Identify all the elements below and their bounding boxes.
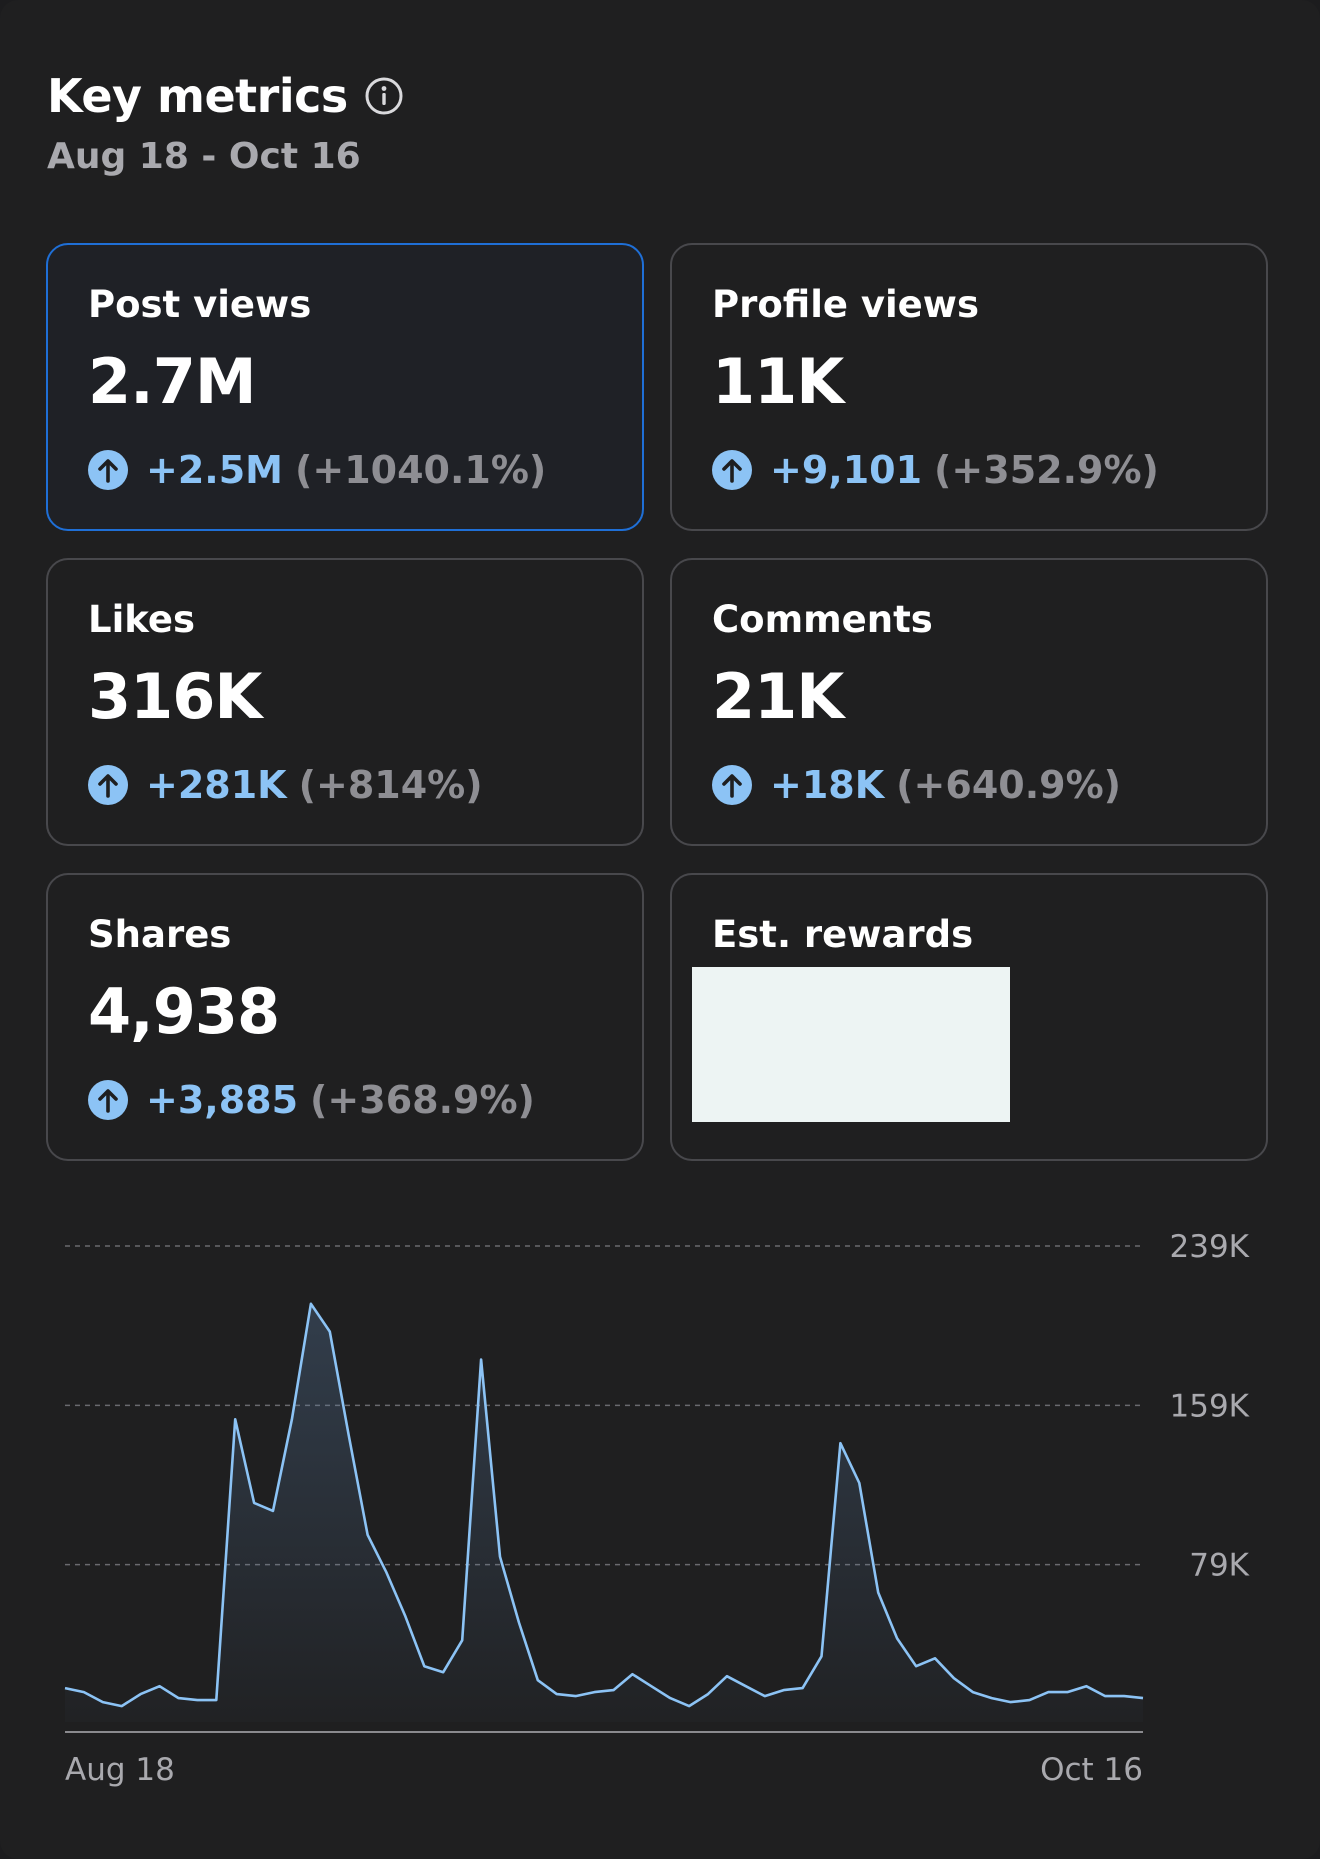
y-tick-label: 159K bbox=[1170, 1388, 1250, 1424]
y-tick-label: 239K bbox=[1170, 1229, 1250, 1265]
metric-value: 11K bbox=[712, 345, 844, 418]
metric-card-likes[interactable]: Likes 316K +281K (+814%) bbox=[46, 558, 644, 846]
metric-card-shares[interactable]: Shares 4,938 +3,885 (+368.9%) bbox=[46, 873, 644, 1161]
metric-change: +18K (+640.9%) bbox=[712, 763, 1121, 807]
change-percent: (+1040.1%) bbox=[294, 448, 547, 492]
chart-area-fill bbox=[65, 1303, 1143, 1722]
metric-card-comments[interactable]: Comments 21K +18K (+640.9%) bbox=[670, 558, 1268, 846]
arrow-up-circle-icon bbox=[712, 450, 752, 490]
change-percent: (+352.9%) bbox=[934, 448, 1159, 492]
metric-card-post-views[interactable]: Post views 2.7M +2.5M (+1040.1%) bbox=[46, 243, 644, 531]
metric-label: Likes bbox=[88, 598, 195, 641]
y-tick-label: 79K bbox=[1189, 1548, 1249, 1584]
metric-label: Profile views bbox=[712, 283, 979, 326]
metric-label: Shares bbox=[88, 913, 232, 956]
post-views-chart: 239K 159K 79K Aug 18 Oct 16 bbox=[64, 1229, 1250, 1788]
metric-change: +9,101 (+352.9%) bbox=[712, 448, 1159, 492]
metric-label: Est. rewards bbox=[712, 913, 974, 956]
arrow-up-circle-icon bbox=[88, 450, 128, 490]
metric-value: 2.7M bbox=[88, 345, 257, 418]
arrow-up-circle-icon bbox=[88, 765, 128, 805]
change-percent: (+814%) bbox=[298, 763, 483, 807]
metric-change: +3,885 (+368.9%) bbox=[88, 1078, 535, 1122]
chart-series-line bbox=[64, 1302, 1144, 1708]
metric-change: +2.5M (+1040.1%) bbox=[88, 448, 546, 492]
arrow-up-circle-icon bbox=[712, 765, 752, 805]
metric-change: +281K (+814%) bbox=[88, 763, 483, 807]
change-absolute: +281K bbox=[146, 763, 287, 807]
metric-label: Post views bbox=[88, 283, 312, 326]
title-row: Key metrics bbox=[47, 64, 404, 128]
change-absolute: +3,885 bbox=[146, 1078, 299, 1122]
change-percent: (+368.9%) bbox=[310, 1078, 535, 1122]
change-absolute: +9,101 bbox=[770, 448, 923, 492]
metric-card-profile-views[interactable]: Profile views 11K +9,101 (+352.9%) bbox=[670, 243, 1268, 531]
page-title: Key metrics bbox=[47, 69, 348, 123]
change-percent: (+640.9%) bbox=[896, 763, 1122, 807]
x-axis-end-label: Oct 16 bbox=[1040, 1752, 1143, 1788]
x-axis-start-label: Aug 18 bbox=[65, 1752, 175, 1788]
info-icon[interactable] bbox=[364, 76, 404, 116]
arrow-up-circle-icon bbox=[88, 1080, 128, 1120]
metric-card-est-rewards[interactable]: Est. rewards bbox=[670, 873, 1268, 1161]
date-range: Aug 18 - Oct 16 bbox=[47, 136, 361, 177]
change-absolute: +18K bbox=[770, 763, 885, 807]
metric-value: 4,938 bbox=[88, 975, 280, 1048]
metric-value: 316K bbox=[88, 660, 262, 733]
metric-value: 21K bbox=[712, 660, 844, 733]
redacted-value bbox=[692, 967, 1010, 1122]
metric-label: Comments bbox=[712, 598, 933, 641]
change-absolute: +2.5M bbox=[146, 448, 283, 492]
